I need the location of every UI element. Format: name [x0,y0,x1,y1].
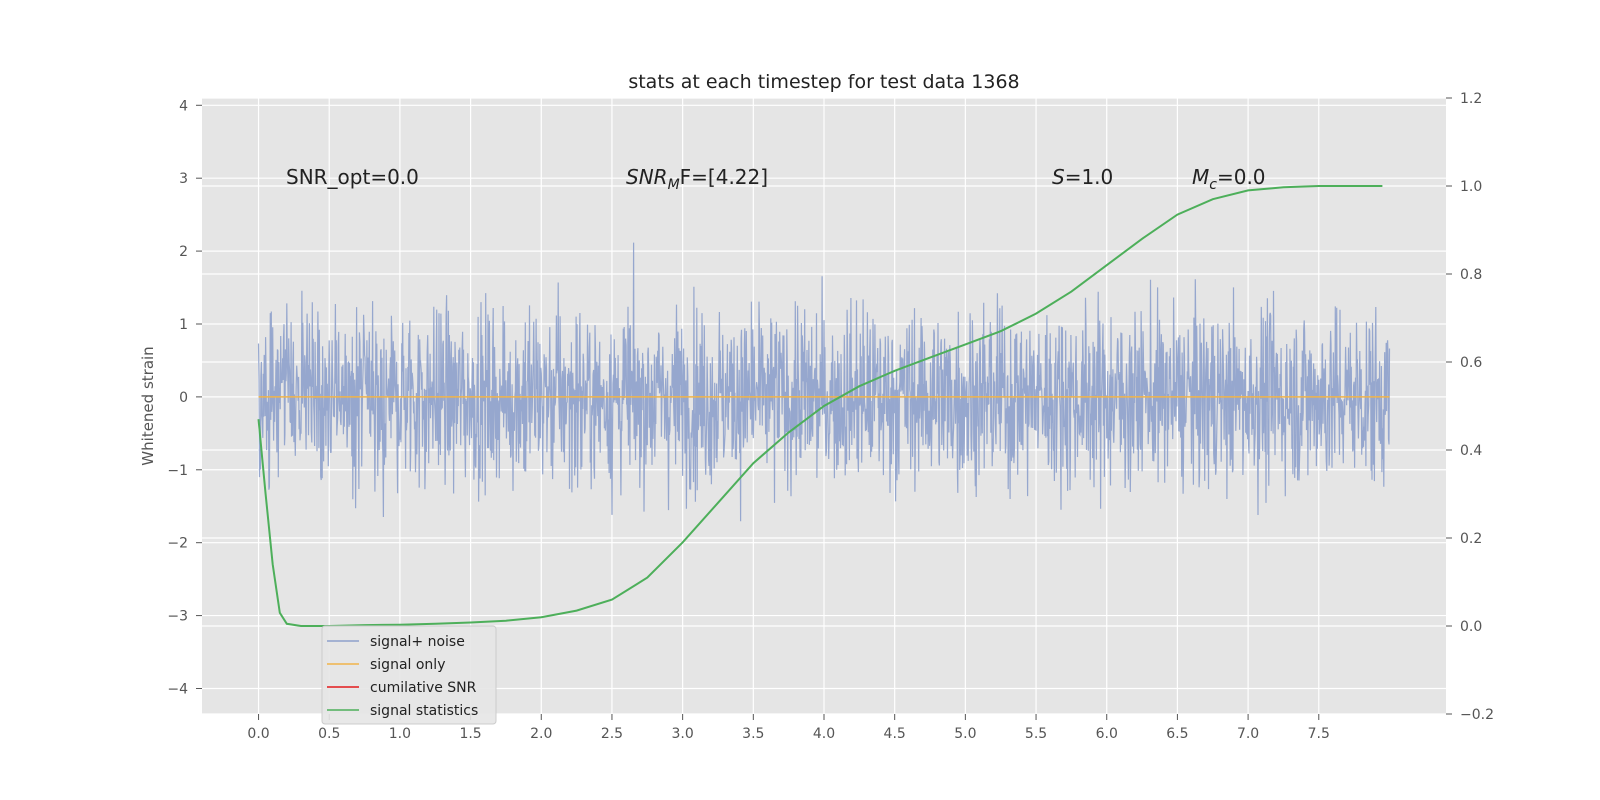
axes: 0.0 0.5 1.0 1.5 2.0 2.5 3.0 3.5 4.0 4.5 5.0 5.5 6.0 6… [167,91,1494,742]
x-tick-label: 7.5 [1308,726,1330,742]
y-tick-label: −3 [167,609,188,625]
y-tick-label: 1 [179,317,188,333]
y2-tick-label: 0.8 [1460,267,1482,283]
x-tick-label: 1.0 [389,726,411,742]
s-value-annotation: S=1.0 [1052,165,1113,189]
noise-series [257,242,1391,522]
signal-plus-noise-line [257,242,1391,522]
x-tick-label: 0.0 [247,726,269,742]
snr-mf-value: F=[4.22] [680,165,768,189]
x-tick-label: 2.0 [530,726,552,742]
legend-entry: signal+ noise [370,634,465,650]
y-axis-label: Whitened strain [139,346,157,465]
mc-value-base: M [1192,165,1209,189]
x-tick-label: 2.5 [601,726,623,742]
annotations: SNR_opt=0.0 SNRMF=[4.22] S=1.0 Mc=0.0 [286,165,1266,193]
chart-title: stats at each timestep for test data 136… [628,71,1019,93]
y-tick-label: 0 [179,390,188,406]
legend-box [321,625,497,725]
x-tick-label: 4.5 [884,726,906,742]
x-tick-label: 4.0 [813,726,835,742]
y-tick-label: −4 [167,681,188,697]
mc-value-value: =0.0 [1217,165,1266,189]
s-value-value: =1.0 [1065,165,1114,189]
y2-tick-label: 0.6 [1460,355,1482,371]
snr-mf-base: SNR [626,165,668,189]
x-tick-label: 5.0 [954,726,976,742]
legend-entry: signal only [370,657,445,673]
y2-tick-label: 0.2 [1460,531,1482,547]
y2-tick-label: −0.2 [1460,707,1494,723]
y2-tick-label: 1.0 [1460,179,1482,195]
snr-mf-subscript: M [668,177,680,193]
mc-value-subscript: c [1209,177,1217,193]
legend-entry: cumilative SNR [370,680,477,696]
y-tick-label: 4 [179,98,188,114]
x-tick-label: 0.5 [318,726,340,742]
y2-tick-label: 1.2 [1460,91,1482,107]
y2-tick-label: 0.0 [1460,619,1482,635]
s-value-base: S [1052,165,1065,189]
legend-entry: signal statistics [370,703,478,719]
snr-mf-annotation: SNRMF=[4.22] [626,165,768,193]
y-tick-label: −2 [167,536,188,552]
snr-opt-annotation: SNR_opt=0.0 [286,165,419,189]
y-tick-label: −1 [167,463,188,479]
legend: signal+ noise signal only cumilative SNR si… [321,625,497,725]
y-tick-label: 2 [179,244,188,260]
y-tick-label: 3 [179,171,188,187]
x-tick-label: 7.0 [1237,726,1259,742]
x-tick-label: 3.5 [742,726,764,742]
y2-tick-label: 0.4 [1460,443,1482,459]
x-tick-label: 1.5 [459,726,481,742]
mc-value-annotation: Mc=0.0 [1192,165,1266,193]
x-tick-label: 6.0 [1096,726,1118,742]
x-tick-label: 5.5 [1025,726,1047,742]
x-tick-label: 3.0 [672,726,694,742]
x-tick-label: 6.5 [1166,726,1188,742]
